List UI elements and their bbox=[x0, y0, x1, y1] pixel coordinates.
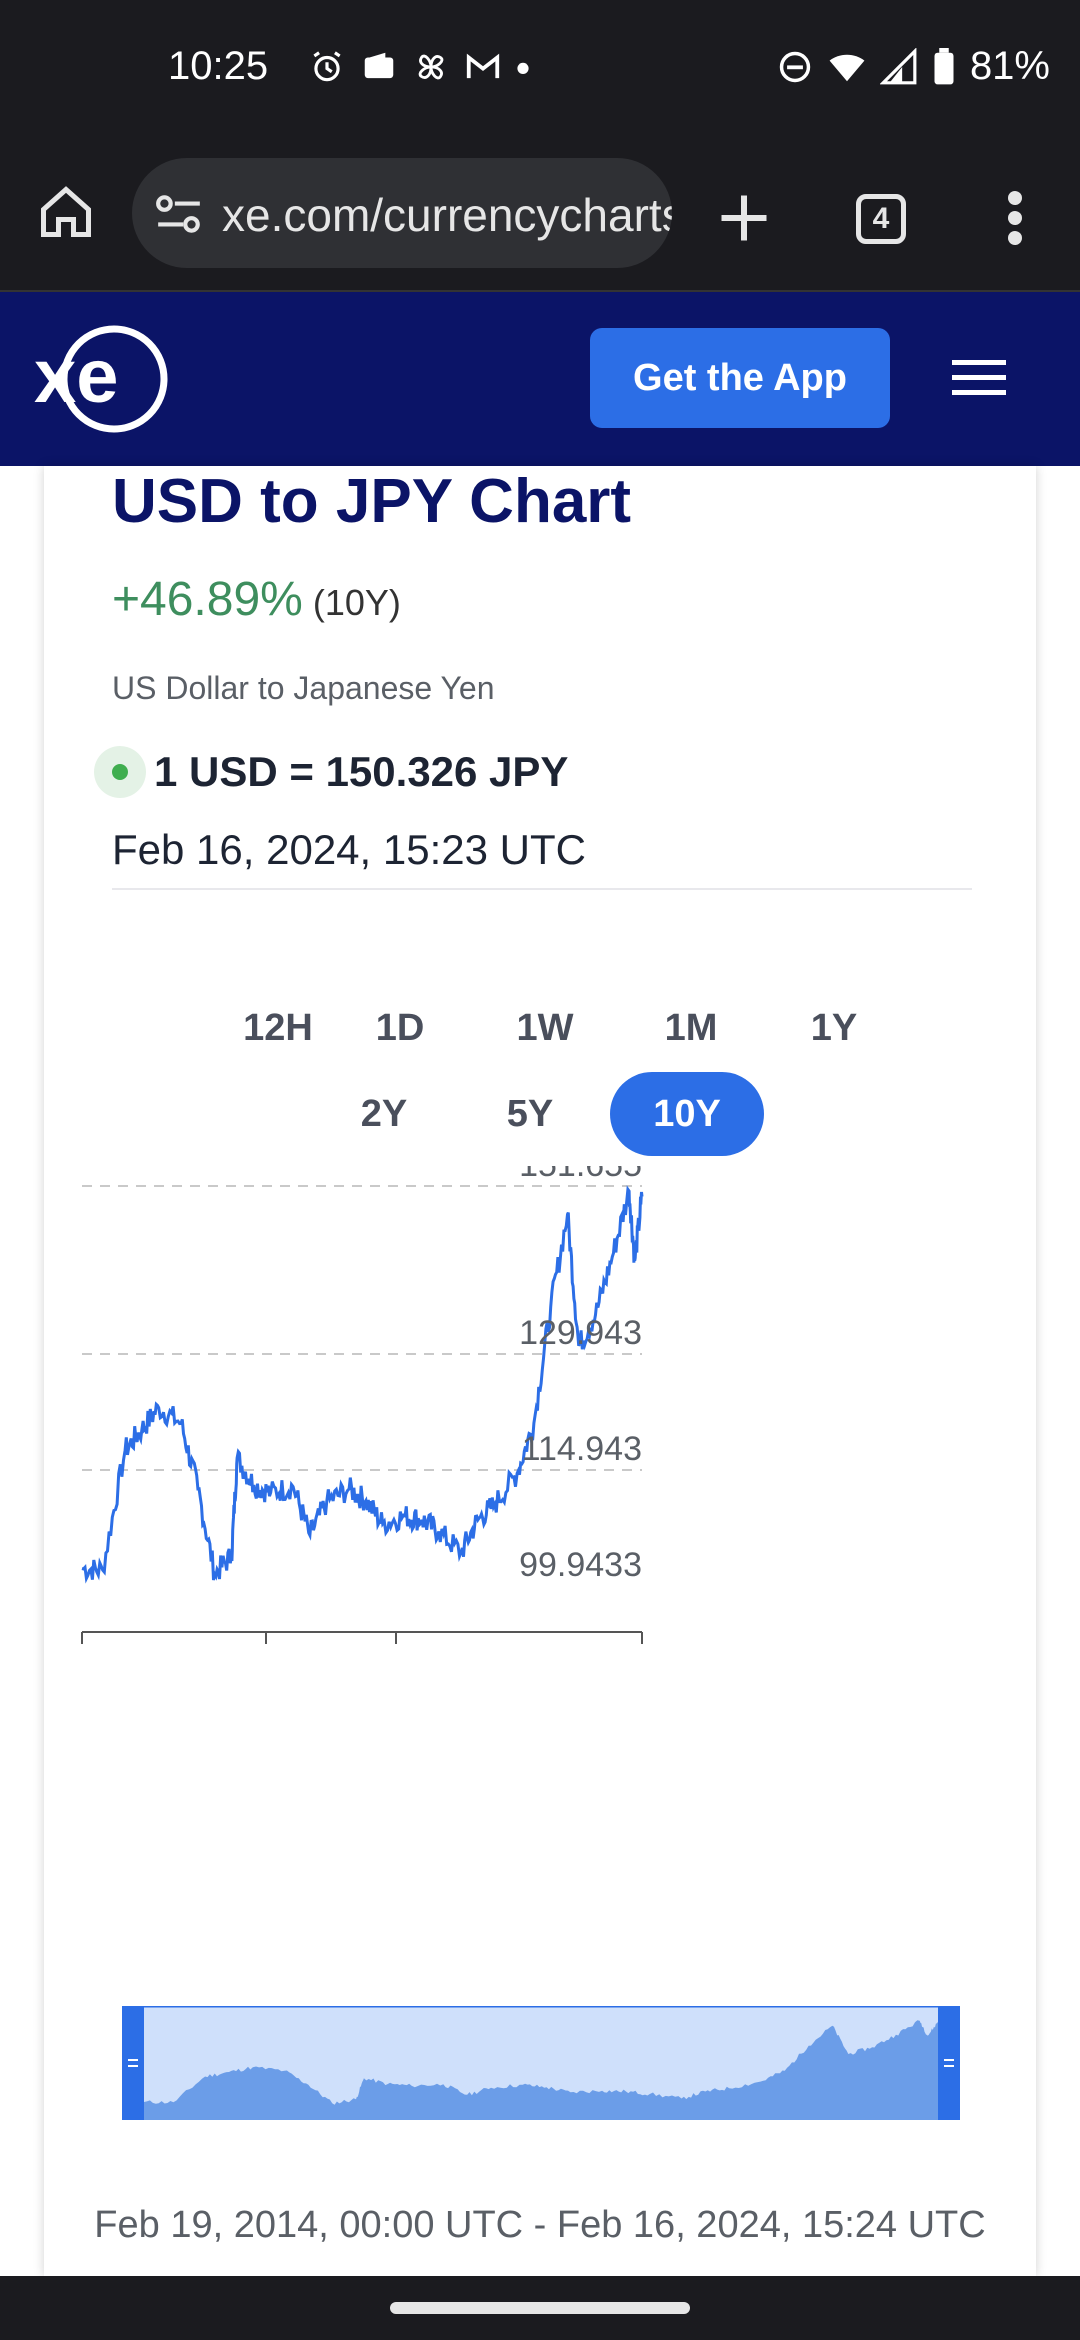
address-bar[interactable]: xe.com/currencycharts/?from=USD&to=JPY bbox=[132, 158, 672, 268]
pinwheel-icon bbox=[418, 54, 444, 80]
range-1d-button[interactable]: 1D bbox=[350, 986, 450, 1070]
divider bbox=[112, 888, 972, 890]
battery-percent: 81% bbox=[969, 44, 1050, 88]
range-5y-button[interactable]: 5Y bbox=[480, 1072, 580, 1156]
page-title: USD to JPY Chart bbox=[112, 467, 632, 536]
range-navigator[interactable] bbox=[120, 2004, 962, 2122]
more-options-icon[interactable] bbox=[1000, 188, 1030, 248]
wallet-icon bbox=[364, 52, 394, 79]
rate-value: 1 USD = 150.326 JPY bbox=[154, 748, 569, 795]
chart-card: USD to JPY Chart +46.89% (10Y) US Dollar … bbox=[44, 466, 1036, 2276]
home-icon[interactable] bbox=[36, 182, 96, 242]
status-bar: 10:25 81% bbox=[0, 0, 1080, 140]
logo-text: xe bbox=[34, 334, 119, 419]
y-tick-label: 151.655 bbox=[519, 1166, 642, 1184]
range-1m-button[interactable]: 1M bbox=[636, 986, 746, 1070]
range-10y-button[interactable]: 10Y bbox=[610, 1072, 764, 1156]
gmail-icon bbox=[466, 53, 500, 79]
range-2y-button[interactable]: 2Y bbox=[334, 1072, 434, 1156]
get-the-app-button[interactable]: Get the App bbox=[590, 328, 890, 428]
change-period: (10Y) bbox=[312, 582, 401, 623]
navigator-right-handle[interactable] bbox=[938, 2006, 960, 2120]
dnd-icon bbox=[779, 51, 811, 82]
battery-icon bbox=[934, 47, 954, 84]
wifi-icon bbox=[829, 54, 865, 81]
tab-switcher-button[interactable]: 4 bbox=[856, 194, 906, 244]
browser-toolbar: xe.com/currencycharts/?from=USD&to=JPY 4 bbox=[0, 140, 1080, 292]
change-value: +46.89% bbox=[112, 573, 303, 626]
system-navigation-bar bbox=[0, 2276, 1080, 2340]
status-time: 10:25 bbox=[168, 44, 269, 88]
range-1w-button[interactable]: 1W bbox=[490, 986, 600, 1070]
alarm-icon bbox=[313, 51, 341, 82]
range-12h-button[interactable]: 12H bbox=[218, 986, 338, 1070]
y-tick-label: 114.943 bbox=[522, 1430, 642, 1468]
currency-pair-description: US Dollar to Japanese Yen bbox=[112, 670, 495, 706]
navigator-area bbox=[144, 2020, 938, 2120]
rate-timestamp: Feb 16, 2024, 15:23 UTC bbox=[112, 826, 586, 873]
percent-change: +46.89% (10Y) bbox=[112, 572, 401, 627]
site-settings-icon[interactable] bbox=[154, 192, 204, 236]
url-text[interactable]: xe.com/currencycharts/?from=USD&to=JPY bbox=[222, 189, 672, 241]
site-header: xe Get the App bbox=[0, 292, 1080, 466]
hamburger-menu-icon[interactable] bbox=[952, 358, 1006, 398]
xe-logo[interactable]: xe bbox=[30, 322, 170, 436]
home-gesture-pill[interactable] bbox=[390, 2302, 690, 2314]
y-tick-label: 129.943 bbox=[519, 1314, 642, 1352]
y-tick-label: 99.9433 bbox=[519, 1546, 642, 1584]
new-tab-icon[interactable] bbox=[714, 188, 774, 248]
dot-icon bbox=[517, 62, 529, 74]
range-1y-button[interactable]: 1Y bbox=[784, 986, 884, 1070]
live-rate: 1 USD = 150.326 JPY bbox=[94, 746, 568, 798]
selected-date-range: Feb 19, 2014, 00:00 UTC - Feb 16, 2024, … bbox=[94, 2204, 986, 2246]
live-indicator-icon bbox=[94, 746, 146, 798]
rate-line bbox=[81, 1185, 644, 1584]
navigator-left-handle[interactable] bbox=[122, 2006, 144, 2120]
signal-icon bbox=[879, 47, 917, 84]
